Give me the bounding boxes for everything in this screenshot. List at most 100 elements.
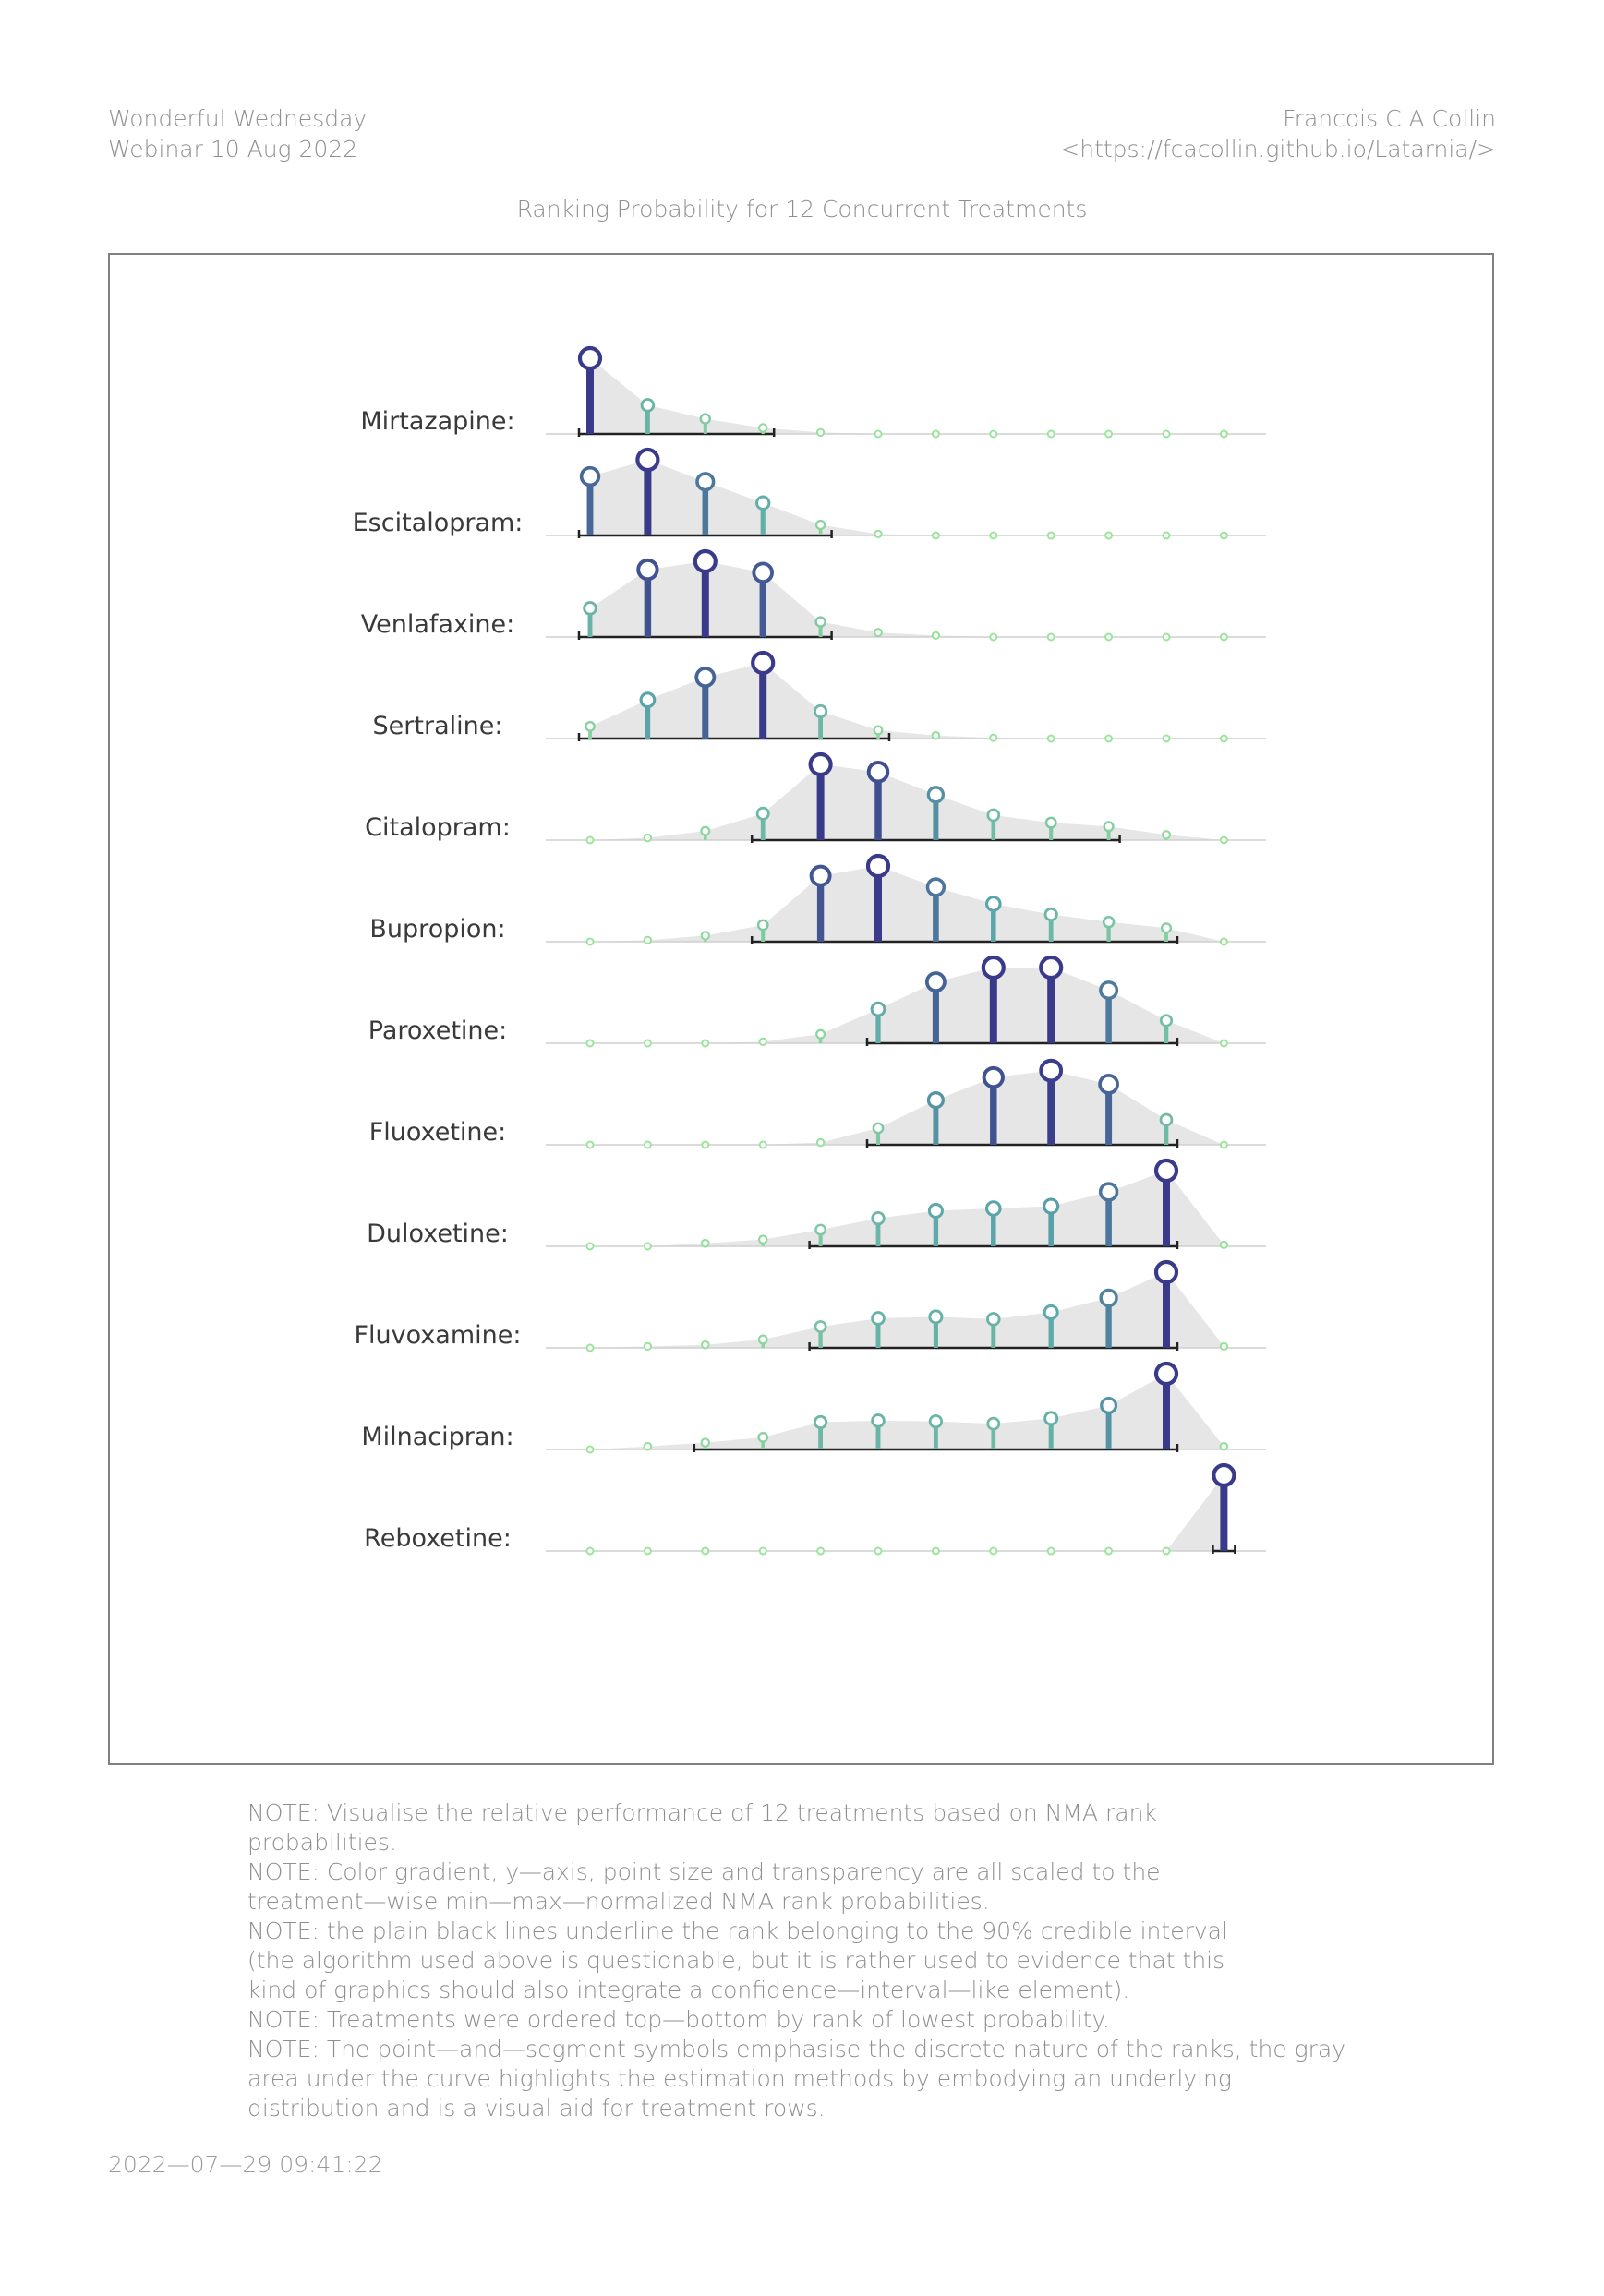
rank-point: [989, 429, 998, 439]
rank-point: [1219, 429, 1228, 439]
rank-point: [577, 345, 603, 371]
rank-point: [981, 955, 1006, 980]
treatment-label: Sertraline:: [373, 712, 503, 740]
rank-point: [1219, 734, 1228, 743]
rank-point: [926, 786, 946, 804]
rank-point: [1046, 1546, 1055, 1556]
treatment-row: Reboxetine:: [364, 1462, 1266, 1556]
rank-point: [984, 1200, 1002, 1217]
rank-point: [872, 1122, 885, 1135]
rank-point: [808, 751, 833, 777]
header-right: Francois C A Collin <https://fcacollin.g…: [1060, 103, 1496, 164]
note-line: area under the curve highlights the esti…: [247, 2065, 1232, 2092]
rank-point: [1102, 915, 1116, 929]
rank-point: [986, 1416, 1001, 1431]
rank-point: [924, 971, 947, 993]
rank-point: [1219, 1140, 1228, 1149]
treatment-row: Duloxetine:: [367, 1158, 1266, 1251]
treatment-label: Fluoxetine:: [369, 1118, 507, 1147]
rank-point: [579, 465, 601, 487]
note-line: NOTE: Treatments were ordered top—bottom…: [247, 2006, 1110, 2033]
rank-point: [758, 1546, 767, 1556]
header-event-name: Wonderful Wednesday: [108, 105, 368, 132]
rank-point: [1104, 429, 1114, 439]
rank-point: [701, 1140, 710, 1149]
rank-point: [585, 835, 595, 845]
header-event-date: Webinar 10 Aug 2022: [108, 136, 358, 162]
chart-canvas: Mirtazapine: Escitalopram: Venlafaxine: Ser…: [353, 345, 1266, 1556]
note-line: distribution and is a visual aid for tre…: [247, 2095, 826, 2122]
rank-point: [1153, 1361, 1179, 1387]
rank-point: [1098, 1074, 1119, 1095]
rank-point: [1043, 1197, 1060, 1215]
rank-point: [931, 1546, 940, 1556]
treatment-row: Escitalopram:: [353, 447, 1266, 540]
rank-point: [989, 1546, 998, 1556]
rank-point: [986, 1312, 1001, 1327]
rank-point: [585, 1546, 595, 1556]
rank-point: [1043, 907, 1058, 922]
rank-point: [1219, 1341, 1229, 1352]
rank-point: [809, 864, 832, 887]
rank-point: [1162, 734, 1171, 743]
rank-point: [984, 896, 1002, 912]
rank-point: [986, 808, 1001, 823]
rank-point: [871, 1210, 886, 1226]
treatment-label: Bupropion:: [369, 915, 505, 944]
rank-point: [1098, 1182, 1119, 1202]
rank-point: [585, 1445, 595, 1454]
rank-point: [814, 1414, 828, 1430]
distribution-area: [590, 1475, 1224, 1551]
treatment-row: Bupropion:: [369, 853, 1266, 946]
rank-point: [928, 1413, 944, 1429]
rank-point: [752, 561, 775, 584]
distribution-area: [590, 866, 1224, 942]
rank-point: [925, 877, 947, 897]
rank-point: [931, 531, 940, 540]
note-line: kind of graphics should also integrate a…: [247, 1977, 1130, 2003]
rank-point: [989, 632, 998, 642]
rank-point: [585, 1039, 595, 1048]
rank-point: [585, 1140, 595, 1149]
rank-point: [701, 1039, 710, 1048]
treatment-row: Citalopram:: [365, 751, 1266, 845]
treatment-row: Paroxetine:: [368, 955, 1266, 1048]
treatment-label: Paroxetine:: [368, 1016, 507, 1045]
treatment-row: Fluoxetine:: [369, 1058, 1266, 1149]
note-line: NOTE: Visualise the relative performance…: [247, 1799, 1157, 1826]
rank-point: [870, 1001, 886, 1017]
treatment-row: Venlafaxine:: [361, 548, 1266, 642]
rank-point: [643, 1341, 653, 1352]
treatment-row: Milnacipran:: [361, 1361, 1266, 1454]
rank-point: [814, 616, 826, 628]
rank-point: [866, 760, 890, 784]
rank-point: [1039, 1058, 1064, 1083]
rank-point: [1039, 955, 1064, 980]
distribution-area: [590, 968, 1224, 1043]
rank-point: [814, 519, 826, 531]
rank-point: [1219, 632, 1228, 642]
rank-point: [643, 1242, 652, 1251]
rank-point: [758, 1037, 767, 1047]
rank-point: [585, 1343, 595, 1352]
rank-point: [1043, 1304, 1059, 1321]
rank-point: [1219, 1240, 1229, 1250]
rank-point: [874, 1546, 883, 1556]
treatment-row: Sertraline:: [373, 650, 1266, 743]
rank-point: [700, 931, 710, 941]
rank-point: [1219, 937, 1228, 946]
rank-point: [643, 1441, 653, 1451]
rank-point: [755, 495, 771, 511]
treatment-label: Reboxetine:: [364, 1524, 512, 1553]
rank-point: [1162, 429, 1171, 439]
rank-point: [756, 919, 769, 932]
distribution-area: [590, 561, 1224, 637]
rank-point: [1153, 1158, 1179, 1184]
rank-point: [871, 1413, 886, 1428]
rank-point: [1219, 1441, 1229, 1451]
chart-frame: Mirtazapine: Escitalopram: Venlafaxine: Ser…: [108, 253, 1494, 1765]
distribution-area: [590, 663, 1224, 739]
treatment-row: Fluvoxamine:: [355, 1259, 1266, 1352]
treatment-label: Mirtazapine:: [360, 407, 514, 436]
rank-point: [643, 1546, 652, 1556]
